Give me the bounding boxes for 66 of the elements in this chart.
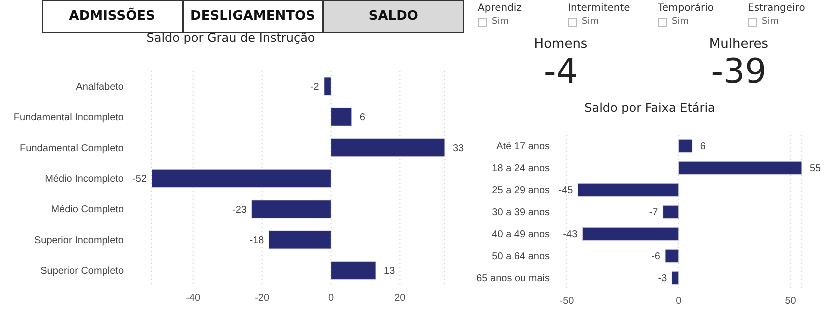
data-label: 13 (384, 266, 396, 278)
data-label: -2 (310, 82, 320, 93)
bar (582, 227, 680, 241)
data-label: -45 (558, 186, 574, 197)
data-label: 6 (360, 112, 366, 124)
y-tick-label: Superior Completo (40, 266, 124, 278)
bar (268, 230, 332, 250)
bar (330, 261, 376, 280)
data-label: -18 (250, 236, 265, 247)
y-tick-label: Até 17 anos (496, 142, 550, 152)
bar (330, 138, 445, 158)
x-tick-label: -40 (186, 293, 202, 304)
category-label: DESLIGAMENTOS (190, 9, 316, 24)
data-label: -43 (563, 230, 578, 241)
bar (678, 139, 693, 153)
text: -4 (543, 52, 579, 92)
text: Sim (582, 17, 599, 27)
y-tick-label: 40 a 49 anos (492, 230, 550, 240)
text: Sim (492, 17, 509, 27)
y-tick-label: Médio Completo (51, 204, 124, 216)
bar (678, 161, 802, 175)
text: Sim (762, 17, 779, 27)
data-label: -3 (658, 274, 668, 285)
x-tick-label: -20 (255, 293, 270, 304)
data-label: -52 (132, 174, 148, 186)
y-tick-label: Fundamental Completo (20, 143, 124, 154)
bar (152, 169, 332, 188)
bar (662, 205, 680, 219)
x-tick-label: 0 (328, 293, 334, 304)
text: Sim (672, 17, 689, 27)
category-label: Temporário (658, 3, 714, 14)
data-label: 6 (700, 142, 706, 153)
data-label: -7 (649, 208, 659, 219)
category-label: Mulheres (708, 37, 770, 52)
chart-title: Saldo por Faixa Etária (584, 101, 716, 115)
bar (665, 249, 680, 263)
y-tick-label: 30 a 39 anos (492, 208, 550, 218)
category-label: Aprendiz (478, 3, 522, 14)
x-tick-label: 0 (676, 296, 682, 308)
x-tick-label: 20 (394, 293, 406, 304)
y-tick-label: 50 a 64 anos (492, 252, 550, 262)
x-tick-label: 50 (785, 296, 797, 308)
x-tick-label: -50 (560, 296, 575, 308)
data-label: -6 (652, 252, 661, 263)
chart-title: Saldo por Grau de Instrução (146, 31, 316, 45)
y-tick-label: Superior Incompleto (34, 235, 124, 246)
category-label: ADMISSÕES (69, 9, 156, 24)
data-label: 55 (810, 164, 822, 175)
y-tick-label: Analfabeto (76, 82, 124, 93)
bar (672, 271, 680, 285)
bar (578, 183, 680, 197)
y-tick-label: 65 anos ou mais (476, 274, 550, 284)
bar (330, 108, 352, 126)
text: -39 (710, 52, 768, 92)
bar (252, 200, 332, 219)
data-label: -23 (232, 204, 248, 216)
category-label: Intermitente (568, 3, 630, 14)
y-tick-label: 18 a 24 anos (492, 164, 550, 174)
category-label: SALDO (323, 0, 464, 33)
bar (324, 77, 332, 96)
y-tick-label: Médio Incompleto (45, 174, 124, 185)
data-label: 33 (453, 143, 465, 154)
category-label: Estrangeiro (748, 3, 806, 14)
category-label: Homens (533, 37, 589, 52)
y-tick-label: Fundamental Incompleto (14, 112, 124, 124)
y-tick-label: 25 a 29 anos (492, 186, 550, 196)
